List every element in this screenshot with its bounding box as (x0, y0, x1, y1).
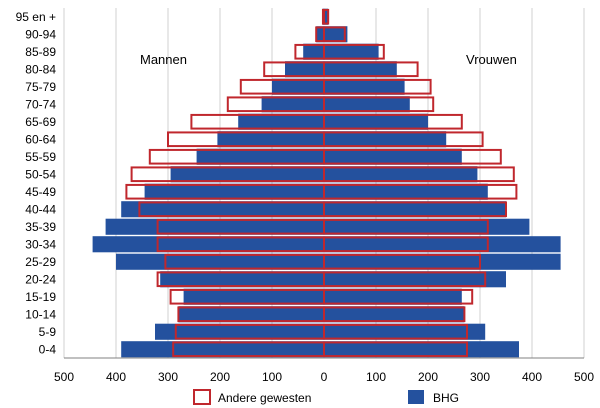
bar-bhg-women-10-14 (324, 306, 464, 322)
bar-bhg-women-85-89 (324, 44, 379, 60)
bar-bhg-men-65-69 (238, 114, 324, 130)
bar-bhg-women-75-79 (324, 79, 405, 95)
y-tick-label: 95 en + (16, 10, 56, 24)
y-tick-label: 50-54 (25, 167, 56, 181)
legend: Andere gewesten BHG (194, 390, 459, 405)
bar-bhg-women-15-19 (324, 289, 462, 305)
bar-bhg-men-60-64 (217, 131, 324, 147)
bar-bhg-men-85-89 (303, 44, 324, 60)
bar-bhg-women-40-44 (324, 201, 506, 217)
x-tick-label: 200 (210, 370, 230, 384)
bar-bhg-women-50-54 (324, 166, 477, 182)
bar-bhg-women-25-29 (324, 254, 561, 270)
y-tick-label: 90-94 (25, 27, 56, 41)
side-label-mannen: Mannen (140, 52, 187, 67)
bar-bhg-men-80-84 (285, 61, 324, 77)
bar-bhg-women-55-59 (324, 149, 462, 165)
y-tick-label: 60-64 (25, 132, 56, 146)
y-tick-label: 0-4 (39, 342, 57, 356)
y-tick-label: 70-74 (25, 97, 56, 111)
x-tick-label: 500 (54, 370, 74, 384)
bar-bhg-women-30-34 (324, 236, 561, 252)
legend-swatch-bhg (408, 390, 424, 404)
bar-bhg-women-65-69 (324, 114, 428, 130)
bar-bhg-women-70-74 (324, 96, 410, 112)
x-tick-labels: 500 400 300 200 100 0 100 200 300 400 500 (54, 370, 594, 384)
y-tick-label: 30-34 (25, 237, 56, 251)
bar-bhg-men-0-4 (121, 341, 324, 357)
bar-bhg-women-45-49 (324, 184, 488, 200)
y-tick-label: 40-44 (25, 202, 56, 216)
y-tick-label: 25-29 (25, 255, 56, 269)
y-tick-label: 65-69 (25, 115, 56, 129)
legend-label-andere-gewesten: Andere gewesten (218, 391, 311, 405)
x-tick-label: 100 (366, 370, 386, 384)
bar-bhg-men-10-14 (178, 306, 324, 322)
x-tick-label: 400 (522, 370, 542, 384)
y-tick-label: 20-24 (25, 272, 56, 286)
y-tick-label: 85-89 (25, 45, 56, 59)
x-tick-label: 0 (321, 370, 328, 384)
bar-bhg-women-20-24 (324, 271, 506, 287)
bar-bhg-men-50-54 (171, 166, 324, 182)
x-tick-label: 200 (418, 370, 438, 384)
bar-bhg-men-35-39 (106, 219, 324, 235)
bar-bhg-men-45-49 (145, 184, 324, 200)
bar-bhg-men-25-29 (116, 254, 324, 270)
y-tick-label: 5-9 (39, 325, 57, 339)
bar-bhg-men-30-34 (93, 236, 324, 252)
bar-bhg-men-75-79 (272, 79, 324, 95)
y-tick-label: 45-49 (25, 185, 56, 199)
bar-bhg-men-90-94 (316, 26, 324, 42)
legend-label-bhg: BHG (433, 391, 459, 405)
y-tick-label: 80-84 (25, 62, 56, 76)
y-tick-label: 55-59 (25, 150, 56, 164)
bar-bhg-men-5-9 (155, 324, 324, 340)
bar-bhg-men-70-74 (262, 96, 324, 112)
x-tick-label: 400 (106, 370, 126, 384)
bar-bhg-men-20-24 (160, 271, 324, 287)
side-label-vrouwen: Vrouwen (466, 52, 517, 67)
y-tick-label: 75-79 (25, 80, 56, 94)
x-tick-label: 300 (470, 370, 490, 384)
y-tick-label: 10-14 (25, 307, 56, 321)
y-tick-labels: 0-4 5-9 10-14 15-19 20-24 25-29 30-34 35-39 40-4… (16, 10, 57, 357)
y-tick-label: 15-19 (25, 290, 56, 304)
legend-swatch-andere-gewesten (194, 390, 210, 404)
y-tick-label: 35-39 (25, 220, 56, 234)
x-tick-label: 500 (574, 370, 594, 384)
bar-bhg-women-5-9 (324, 324, 485, 340)
bar-bhg-women-35-39 (324, 219, 529, 235)
bar-bhg-men-15-19 (184, 289, 324, 305)
x-tick-label: 300 (158, 370, 178, 384)
bar-bhg-women-80-84 (324, 61, 397, 77)
bar-bhg-men-55-59 (197, 149, 324, 165)
bar-bhg-women-60-64 (324, 131, 446, 147)
bar-bhg-men-40-44 (121, 201, 324, 217)
bar-bhg-women-0-4 (324, 341, 519, 357)
x-tick-label: 100 (262, 370, 282, 384)
